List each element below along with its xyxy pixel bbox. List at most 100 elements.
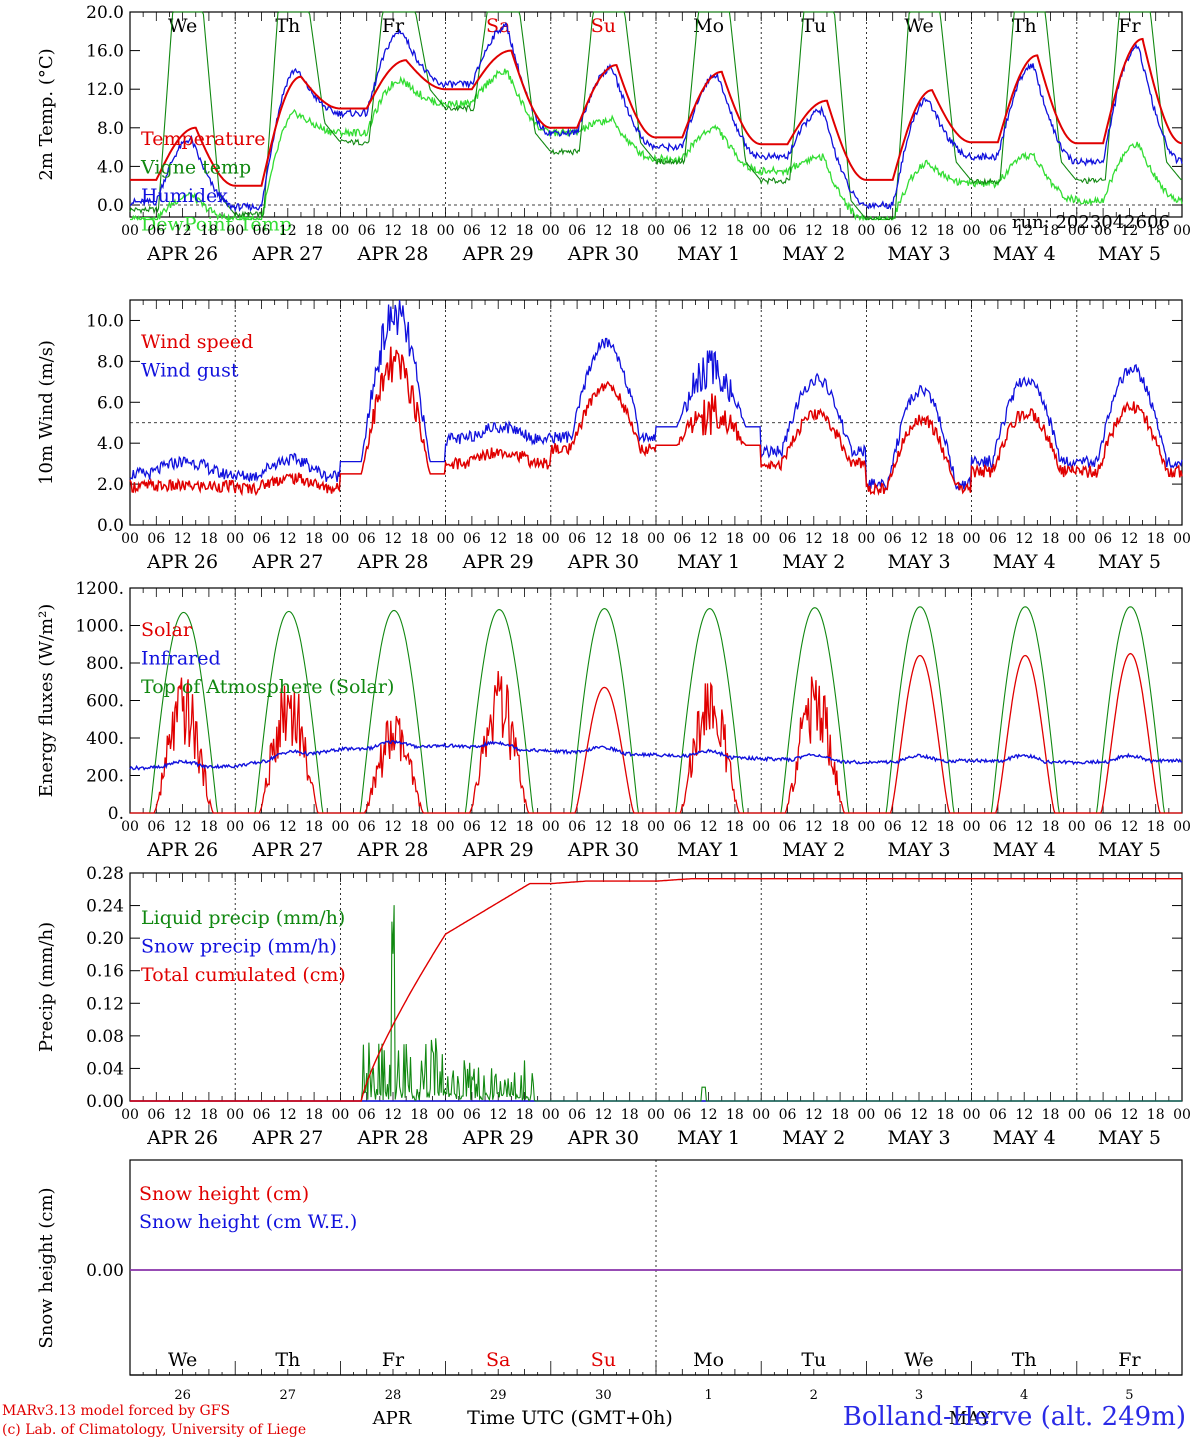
x-hour-label: 12 [1015,819,1033,835]
y-tick-label: 0.00 [86,1261,124,1281]
x-hour-label: 00 [1173,223,1191,239]
x-hour-label: 00 [437,819,455,835]
series-dewpoint [130,68,1183,222]
x-hour-label: 06 [1094,819,1112,835]
x-hour-label: 00 [963,531,981,547]
x-hour-label: 18 [726,1107,744,1123]
x-hour-label: 00 [857,531,875,547]
x-hour-label: 12 [910,1107,928,1123]
y-tick-label: 6.0 [97,393,124,413]
x-hour-label: 00 [752,531,770,547]
x-date-label: APR 30 [567,839,639,861]
x-hour-label: 06 [779,531,797,547]
legend-entry: Total cumulated (cm) [141,964,346,986]
credit-line-2: (c) Lab. of Climatology, University of L… [2,1422,307,1438]
x-hour-label: 12 [1015,1107,1033,1123]
x-hour-label: 00 [1068,223,1086,239]
x-hour-label: 18 [1147,819,1165,835]
x-hour-label: 18 [305,223,323,239]
x-hour-label: 18 [516,531,534,547]
y-tick-label: 0. [108,804,124,824]
x-hour-label: 12 [805,223,823,239]
x-hour-label: 12 [279,819,297,835]
x-hour-label: 18 [305,531,323,547]
x-hour-label: 12 [594,819,612,835]
x-hour-label: 18 [726,531,744,547]
x-hour-label: 12 [279,223,297,239]
x-date-label: APR 27 [251,1127,323,1149]
x-date-label: MAY 1 [677,551,740,573]
series-vigne [129,11,1183,221]
weekday-label: Tu [801,15,826,37]
x-hour-label: 00 [542,819,560,835]
x-hour-label: 18 [410,819,428,835]
x-hour-label: 06 [568,1107,586,1123]
x-hour-label: 12 [805,531,823,547]
x-date-label: APR 27 [251,839,323,861]
legend-entry: Top of Atmosphere (Solar) [141,676,394,698]
x-hour-label: 12 [805,1107,823,1123]
x-hour-label: 06 [568,531,586,547]
x-hour-label: 06 [673,223,691,239]
x-date-label: APR 26 [146,243,218,265]
y-tick-label: 1000. [75,617,124,637]
y-tick-label: 16.0 [86,42,124,62]
x-hour-label: 00 [121,531,139,547]
x-hour-label: 06 [147,223,165,239]
y-tick-label: 0.24 [86,897,124,917]
x-date-label: MAY 4 [993,551,1056,573]
x-hour-label: 12 [1015,223,1033,239]
credit-line-1: MARv3.13 model forced by GFS [2,1403,231,1419]
x-hour-label: 00 [437,223,455,239]
x-hour-label: 06 [568,819,586,835]
x-date-label: MAY 4 [993,1127,1056,1149]
x-hour-label: 00 [437,1107,455,1123]
x-hour-label: 00 [752,819,770,835]
x-hour-label: 06 [673,1107,691,1123]
x-hour-label: 18 [200,819,218,835]
x-hour-label: 00 [121,223,139,239]
x-hour-label: 18 [305,819,323,835]
x-hour-label: 00 [857,819,875,835]
x-date-label: MAY 1 [677,839,740,861]
day-number-label: 29 [490,1388,507,1403]
x-hour-label: 06 [358,1107,376,1123]
x-hour-label: 18 [831,223,849,239]
y-tick-label: 8.0 [97,119,124,139]
x-hour-label: 12 [594,223,612,239]
day-number-label: 1 [704,1388,712,1403]
x-hour-label: 12 [910,223,928,239]
x-hour-label: 00 [1068,819,1086,835]
x-hour-label: 18 [621,223,639,239]
x-date-label: MAY 3 [887,243,950,265]
x-hour-label: 12 [700,223,718,239]
x-hour-label: 06 [568,223,586,239]
x-hour-label: 18 [621,531,639,547]
x-hour-label: 18 [200,531,218,547]
x-hour-label: 12 [700,531,718,547]
x-date-label: APR 28 [356,839,428,861]
x-hour-label: 18 [516,223,534,239]
x-hour-label: 00 [1173,531,1191,547]
legend-entry: Humidex [141,185,228,207]
weekday-label: Th [1012,15,1037,37]
y-axis-label: 2m Temp. (°C) [36,48,57,180]
x-hour-label: 00 [1068,1107,1086,1123]
x-hour-label: 00 [542,1107,560,1123]
x-hour-label: 12 [805,819,823,835]
x-hour-label: 00 [226,223,244,239]
x-hour-label: 18 [726,819,744,835]
x-hour-label: 00 [963,223,981,239]
x-hour-label: 18 [410,1107,428,1123]
weekday-label: Th [1012,1349,1037,1371]
legend-entry: Snow height (cm W.E.) [139,1211,357,1233]
x-hour-label: 18 [831,1107,849,1123]
x-hour-label: 06 [779,819,797,835]
x-hour-label: 12 [384,1107,402,1123]
y-tick-label: 0.0 [97,196,124,216]
x-hour-label: 06 [1094,223,1112,239]
x-hour-label: 06 [358,223,376,239]
x-hour-label: 12 [174,531,192,547]
y-tick-label: 12.0 [86,80,124,100]
x-hour-label: 06 [463,531,481,547]
